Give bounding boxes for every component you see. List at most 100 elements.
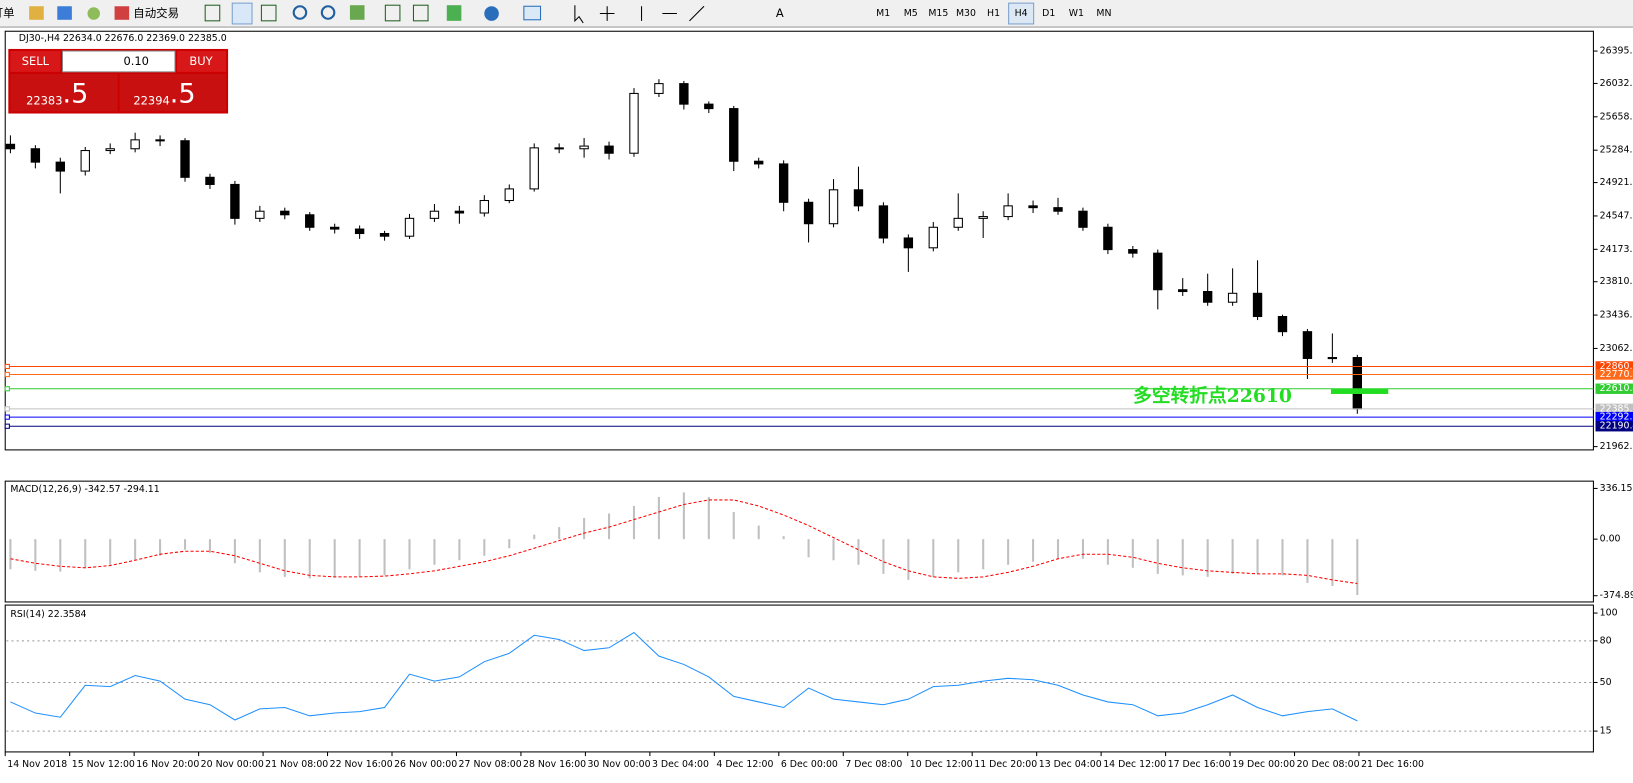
timeframe-button[interactable]: M15 bbox=[928, 8, 948, 19]
sell-price-box[interactable] bbox=[10, 73, 118, 112]
x-tick-label: 19 Dec 00:00 bbox=[1232, 759, 1295, 770]
macd-bar bbox=[383, 539, 386, 576]
candle-body bbox=[704, 103, 714, 110]
level-label-bg bbox=[1595, 369, 1633, 380]
candle-body bbox=[1302, 331, 1313, 359]
level-label-bg bbox=[1595, 383, 1633, 394]
icon[interactable] bbox=[384, 4, 401, 22]
candle-body bbox=[1178, 289, 1188, 293]
candle-body bbox=[55, 161, 65, 172]
candle-body bbox=[654, 83, 664, 94]
lot-input[interactable] bbox=[61, 50, 176, 73]
icon[interactable] bbox=[349, 5, 365, 20]
candle-body bbox=[130, 139, 140, 150]
candle-body bbox=[953, 217, 963, 228]
candle-body bbox=[1028, 205, 1038, 209]
x-tick-label: 7 Dec 08:00 bbox=[845, 759, 902, 770]
cursor-tool[interactable] bbox=[574, 5, 584, 24]
x-tick-label: 17 Dec 16:00 bbox=[1168, 759, 1231, 770]
candle-body bbox=[429, 210, 440, 219]
candle-body bbox=[803, 201, 814, 225]
macd-bar bbox=[183, 539, 187, 550]
level-label: 22190.4 bbox=[1600, 421, 1633, 432]
auto-trade-button[interactable]: 自动交易 bbox=[133, 6, 179, 20]
timeframe-button[interactable]: MN bbox=[1096, 8, 1111, 19]
macd-signal bbox=[10, 499, 1358, 585]
annotation-text: 多空转折点22610 bbox=[1133, 385, 1292, 407]
x-tick-label: 13 Dec 04:00 bbox=[1039, 759, 1102, 770]
zoom-in[interactable] bbox=[292, 5, 308, 20]
candle-body bbox=[1003, 205, 1013, 218]
text-tool[interactable]: A bbox=[776, 6, 784, 20]
sell-button[interactable] bbox=[10, 51, 61, 72]
macd-bar bbox=[358, 539, 361, 577]
y-tick-label: 23062.0 bbox=[1600, 343, 1633, 354]
macd-bar bbox=[1206, 539, 1209, 577]
candle-body bbox=[579, 145, 589, 150]
macd-bar bbox=[1356, 539, 1359, 595]
candle-body bbox=[1327, 357, 1338, 360]
macd-bar bbox=[657, 496, 660, 540]
level-marker bbox=[4, 363, 10, 370]
x-tick-label: 20 Nov 00:00 bbox=[201, 759, 264, 770]
order-button[interactable]: 订单 bbox=[0, 6, 15, 20]
macd-bar bbox=[109, 539, 112, 565]
timeframe-button[interactable]: W1 bbox=[1069, 8, 1084, 19]
timeframe-button[interactable]: H1 bbox=[987, 8, 1000, 19]
x-tick-label: 3 Dec 04:00 bbox=[652, 759, 709, 770]
rsi-line bbox=[10, 631, 1358, 722]
macd-bar bbox=[682, 492, 685, 540]
icon[interactable] bbox=[412, 4, 429, 22]
level-label: 22292.3 bbox=[1600, 412, 1633, 423]
icon[interactable] bbox=[484, 6, 499, 21]
buy-price-box[interactable] bbox=[119, 73, 227, 112]
macd-bar bbox=[34, 539, 37, 571]
icon[interactable] bbox=[446, 5, 462, 21]
timeframe-button[interactable]: D1 bbox=[1042, 8, 1055, 19]
crosshair-tool[interactable] bbox=[599, 6, 615, 21]
candle-body bbox=[504, 188, 514, 202]
candle-body bbox=[180, 140, 190, 178]
icon[interactable] bbox=[204, 4, 221, 22]
macd-bar bbox=[1032, 539, 1035, 562]
macd-bar bbox=[1281, 539, 1284, 576]
level-marker bbox=[4, 423, 10, 429]
zoom-out[interactable] bbox=[320, 5, 336, 20]
candle-body bbox=[1053, 207, 1063, 212]
candle-body bbox=[853, 189, 864, 207]
timeframe-button[interactable]: M1 bbox=[876, 8, 890, 19]
macd-bar bbox=[59, 539, 62, 572]
buy-button[interactable] bbox=[177, 51, 227, 72]
macd-bar bbox=[732, 511, 735, 540]
x-tick-label: 20 Dec 08:00 bbox=[1297, 759, 1360, 770]
level-label-bg bbox=[1595, 421, 1633, 432]
timeframe-button[interactable]: M5 bbox=[904, 8, 918, 19]
candle-body bbox=[80, 150, 90, 172]
candle-body bbox=[978, 216, 988, 219]
level-marker bbox=[4, 406, 10, 412]
icon[interactable] bbox=[260, 4, 277, 22]
macd-bar bbox=[1106, 539, 1109, 565]
line-tools[interactable] bbox=[641, 5, 705, 22]
macd-bar bbox=[957, 539, 960, 573]
x-tick-label: 22 Nov 16:00 bbox=[330, 759, 393, 770]
candle-body bbox=[30, 148, 41, 163]
candle-body bbox=[878, 205, 889, 239]
candle-body bbox=[404, 217, 415, 237]
level-marker bbox=[4, 386, 10, 392]
timeframe-button[interactable]: H4 bbox=[1015, 8, 1028, 19]
x-tick-label: 6 Dec 00:00 bbox=[781, 759, 838, 770]
candle-body bbox=[729, 108, 739, 162]
icon[interactable] bbox=[523, 5, 542, 21]
candle-body bbox=[155, 139, 165, 142]
level-label: 22860.0 bbox=[1600, 361, 1633, 372]
toolbar-items: 订单 自动交易 A bbox=[0, 2, 784, 25]
candle-body bbox=[529, 147, 539, 190]
buy-price-tail: .5 bbox=[170, 78, 196, 109]
timeframe-button[interactable]: M30 bbox=[956, 8, 976, 19]
level-label: 22610.4 bbox=[1600, 383, 1633, 394]
y-tick-label: 15 bbox=[1600, 726, 1612, 737]
icon[interactable] bbox=[231, 2, 253, 25]
macd-bar bbox=[1331, 539, 1334, 586]
macd-bar bbox=[757, 525, 760, 540]
